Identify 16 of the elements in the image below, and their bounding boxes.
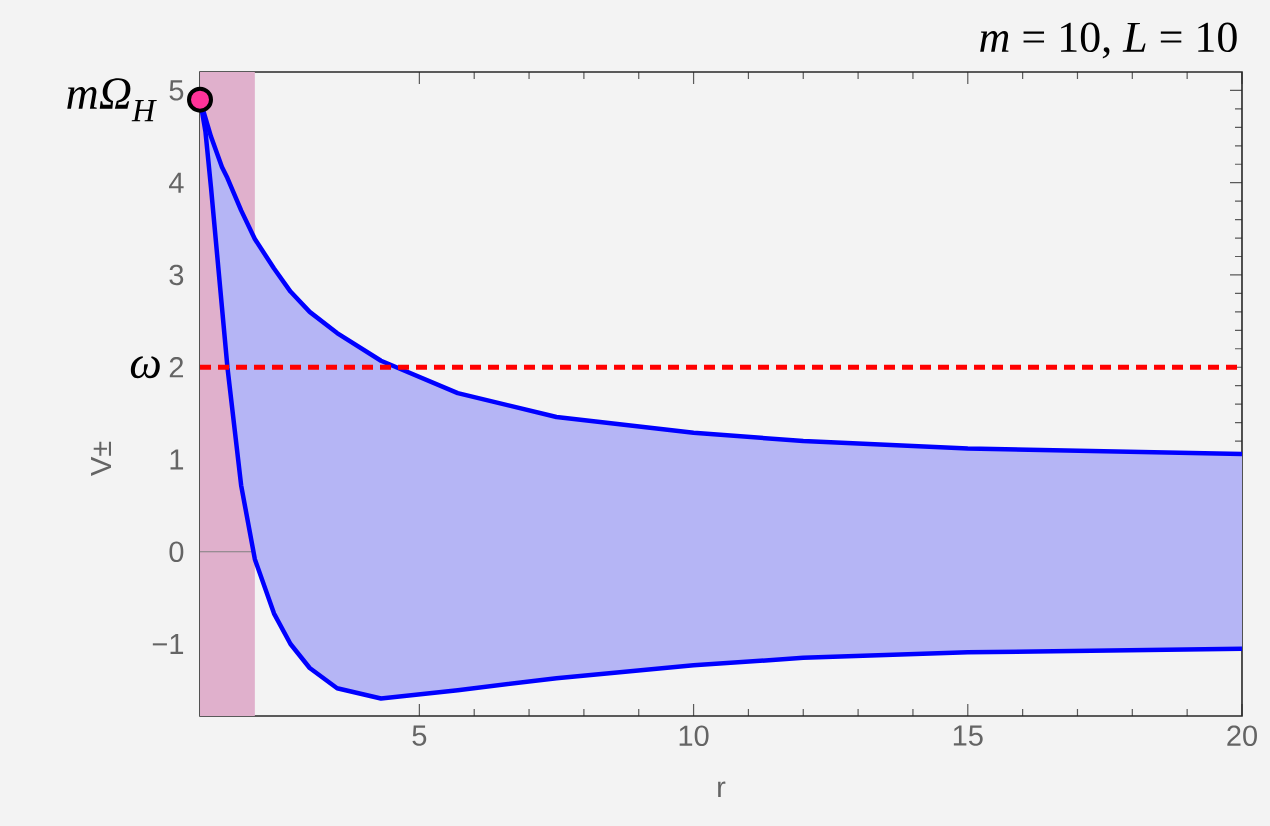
x-tick-label: 10	[679, 725, 709, 747]
ref-line-label: ω	[130, 356, 160, 379]
y-tick-label: 4	[169, 172, 184, 193]
y-axis-title: V±	[91, 441, 111, 476]
x-axis-title: r	[718, 781, 726, 798]
x-tick-label: 5	[412, 725, 427, 746]
x-tick-label: 20	[1227, 725, 1257, 747]
y-tick-label: 0	[169, 541, 184, 563]
annotation: mΩ$_{H}$	[67, 78, 157, 122]
y-tick-label: 3	[169, 264, 184, 286]
chart-title: m = 10, L = 10	[980, 22, 1237, 59]
x-tick-label: 15	[953, 725, 983, 746]
y-tick-label: 1	[170, 449, 184, 470]
y-tick-label: 5	[169, 80, 184, 101]
y-tick-label: −1	[152, 634, 184, 654]
y-tick-label: 2	[169, 357, 184, 378]
